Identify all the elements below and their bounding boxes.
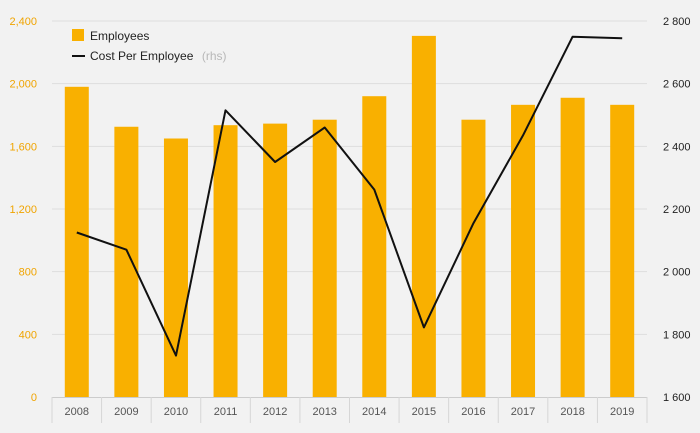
x-tick-label: 2017 — [511, 406, 535, 418]
legend: Employees Cost Per Employee (rhs) — [72, 29, 227, 64]
bar-employees-2014 — [362, 96, 387, 397]
bar-employees-2016 — [461, 119, 486, 397]
bar-employees-2012 — [263, 123, 288, 397]
gridlines — [52, 20, 647, 335]
bar-employees-2008 — [64, 86, 89, 398]
legend-label-cost-text: Cost Per Employee — [90, 49, 194, 63]
left-tick-label: 400 — [19, 329, 37, 341]
x-tick-label: 2013 — [312, 406, 336, 418]
right-tick-label: 1 800 — [663, 329, 691, 341]
left-tick-label: 2,400 — [9, 16, 37, 28]
x-tick-label: 2015 — [412, 406, 436, 418]
x-tick-label: 2018 — [560, 406, 584, 418]
bar-employees-2010 — [163, 138, 188, 397]
x-tick-label: 2008 — [65, 406, 89, 418]
bar-employees-2013 — [312, 119, 337, 397]
left-tick-label: 1,600 — [9, 141, 37, 153]
bar-employees-2015 — [411, 35, 436, 398]
x-tick-label: 2009 — [114, 406, 138, 418]
legend-label-employees: Employees — [90, 29, 149, 43]
legend-label-cost-per-employee: Cost Per Employee (rhs) — [90, 47, 227, 64]
left-tick-label: 800 — [19, 267, 37, 279]
x-tick-label: 2016 — [461, 406, 485, 418]
bar-employees-2009 — [114, 126, 139, 397]
bar-employees-2018 — [560, 97, 585, 398]
bar-employees-2019 — [610, 104, 635, 398]
cost-per-employee-line — [76, 35, 623, 357]
cost-per-employee-line-group — [76, 35, 623, 357]
left-tick-label: 0 — [31, 392, 37, 404]
x-tick-label: 2014 — [362, 406, 386, 418]
x-axis: 2008 2009 2010 2011 2012 2013 2014 2015 2016 2017… — [51, 397, 648, 423]
bar-employees-2011 — [213, 125, 238, 397]
bar-employees-2017 — [511, 104, 536, 398]
employees-bars — [64, 35, 635, 398]
left-tick-label: 1,200 — [9, 204, 37, 216]
legend-swatch-employees — [72, 29, 84, 41]
right-axis-ticks: 1 600 1 800 2 000 2 200 2 400 2 600 2 800 — [663, 16, 691, 404]
x-tick-label: 2012 — [263, 406, 287, 418]
right-tick-label: 1 600 — [663, 392, 691, 404]
right-tick-label: 2 000 — [663, 267, 691, 279]
right-tick-label: 2 200 — [663, 204, 691, 216]
left-axis-ticks: 0 400 800 1,200 1,600 2,000 2,400 — [9, 16, 37, 404]
right-tick-label: 2 800 — [663, 16, 691, 28]
right-tick-label: 2 400 — [663, 141, 691, 153]
right-tick-label: 2 600 — [663, 79, 691, 91]
left-tick-label: 2,000 — [9, 79, 37, 91]
legend-label-rhs: (rhs) — [202, 49, 227, 63]
x-tick-label: 2011 — [214, 406, 238, 418]
x-tick-label: 2010 — [164, 406, 188, 418]
x-tick-label: 2019 — [610, 406, 634, 418]
